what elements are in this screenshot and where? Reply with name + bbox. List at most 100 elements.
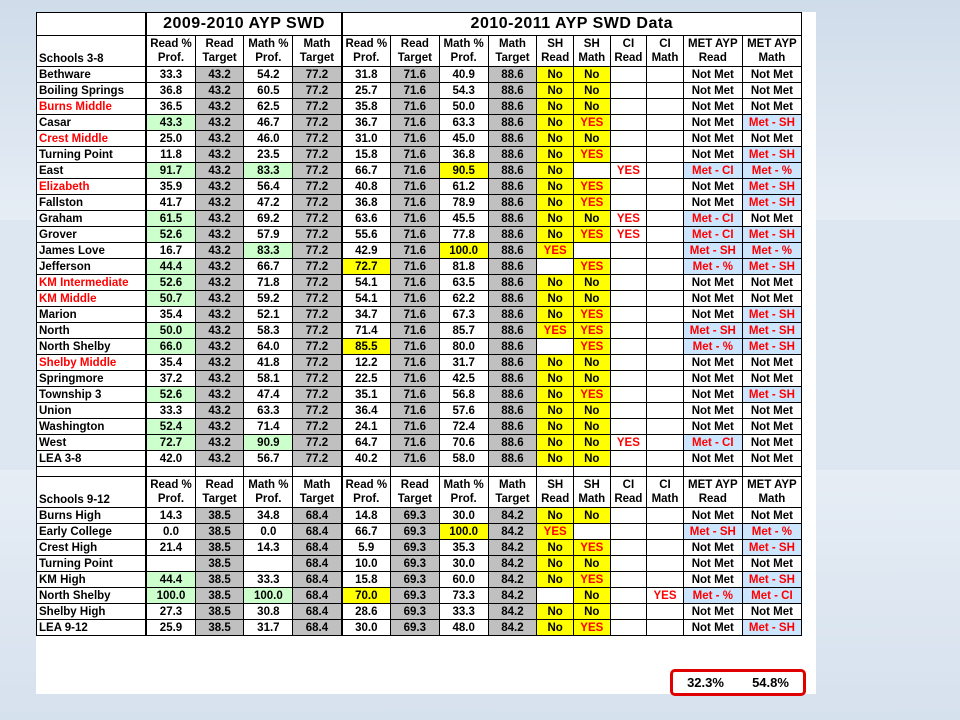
separator-cell: [536, 466, 574, 477]
read-prof-2010: 35.9: [145, 178, 196, 195]
header-row-3-8: Schools 3-8 Read % Prof. Read Target Math %…: [36, 35, 803, 67]
school-name: West: [36, 434, 147, 451]
ci-math: [646, 290, 684, 307]
met-ayp-read: Not Met: [682, 306, 743, 323]
met-ayp-math: Met - SH: [741, 571, 803, 588]
read-target-2011: 71.6: [389, 130, 440, 147]
read-target-2010: 38.5: [194, 555, 245, 572]
school-name: Burns High: [36, 507, 147, 524]
ci-read: [609, 571, 648, 588]
read-prof-2010: 41.7: [145, 194, 196, 211]
separator-cell: [682, 466, 743, 477]
read-target-2011: 71.6: [389, 306, 440, 323]
sh-math: No: [572, 555, 611, 572]
ci-math: [646, 226, 684, 243]
sh-math: No: [572, 354, 611, 371]
read-target-2011: 71.6: [389, 290, 440, 307]
column-header: MET AYP Read: [682, 35, 743, 67]
sh-read: No: [536, 402, 574, 419]
met-ayp-math: Met - SH: [741, 539, 803, 556]
math-target-2010: 77.2: [292, 66, 343, 83]
read-target-2010: 43.2: [194, 146, 245, 163]
sh-math: YES: [572, 178, 611, 195]
math-prof-2010: 54.2: [243, 66, 294, 83]
met-ayp-math: Met - SH: [741, 194, 803, 211]
math-target-2010: 77.2: [292, 338, 343, 355]
read-prof-2011: 55.6: [340, 226, 391, 243]
read-prof-2010: 37.2: [145, 370, 196, 387]
sh-read: No: [536, 114, 574, 131]
read-prof-2011: 70.0: [340, 587, 391, 604]
math-target-2010: 77.2: [292, 402, 343, 419]
read-prof-2011: 15.8: [340, 146, 391, 163]
met-ayp-math: Met - %: [741, 523, 803, 540]
read-prof-2010: 36.5: [145, 98, 196, 115]
sh-math: YES: [572, 539, 611, 556]
sh-read: No: [536, 178, 574, 195]
math-prof-2011: 73.3: [438, 587, 489, 604]
column-header: Read Target: [389, 476, 440, 508]
math-target-2011: 88.6: [487, 226, 538, 243]
math-target-2011: 88.6: [487, 274, 538, 291]
read-prof-2011: 22.5: [340, 370, 391, 387]
read-target-2011: 71.6: [389, 402, 440, 419]
read-target-2010: 43.2: [194, 162, 245, 179]
ci-read: [609, 386, 648, 403]
math-prof-2011: 35.3: [438, 539, 489, 556]
table-row: East 91.7 43.2 83.3 77.2 66.7 71.6 90.5 88.6 No YE…: [36, 162, 803, 179]
sh-read: No: [536, 571, 574, 588]
read-target-2010: 43.2: [194, 130, 245, 147]
column-header: Math % Prof.: [438, 476, 489, 508]
read-prof-2011: 36.7: [340, 114, 391, 131]
column-header: MET AYP Math: [741, 35, 803, 67]
ci-math: [646, 194, 684, 211]
school-name: Bethware: [36, 66, 147, 83]
met-ayp-read: Not Met: [682, 539, 743, 556]
read-target-2010: 43.2: [194, 274, 245, 291]
separator-cell: [340, 466, 391, 477]
read-target-2011: 71.6: [389, 450, 440, 467]
school-name: North: [36, 322, 147, 339]
ci-math: [646, 306, 684, 323]
table-row: North Shelby 66.0 43.2 64.0 77.2 85.5 71.6 80.0…: [36, 338, 803, 355]
math-prof-2010: 69.2: [243, 210, 294, 227]
ci-read: [609, 418, 648, 435]
read-prof-2010: 50.0: [145, 322, 196, 339]
ci-read: [609, 306, 648, 323]
met-ayp-read: Not Met: [682, 82, 743, 99]
school-name: Crest High: [36, 539, 147, 556]
separator-cell: [609, 466, 648, 477]
met-ayp-read: Not Met: [682, 370, 743, 387]
table-row: Casar 43.3 43.2 46.7 77.2 36.7 71.6 63.3 88.6 No Y…: [36, 114, 803, 131]
met-ayp-math: Met - SH: [741, 178, 803, 195]
column-header: CI Math: [646, 35, 684, 67]
math-prof-2011: 60.0: [438, 571, 489, 588]
ci-read: [609, 338, 648, 355]
read-target-2011: 71.6: [389, 98, 440, 115]
met-ayp-read: Not Met: [682, 619, 743, 636]
met-ayp-read: Met - SH: [682, 322, 743, 339]
sh-math: No: [572, 274, 611, 291]
math-prof-2011: 72.4: [438, 418, 489, 435]
math-prof-2011: 57.6: [438, 402, 489, 419]
sh-math: [572, 523, 611, 540]
math-prof-2011: 54.3: [438, 82, 489, 99]
met-ayp-read: Met - CI: [682, 434, 743, 451]
read-target-2011: 71.6: [389, 178, 440, 195]
column-header: Read % Prof.: [145, 476, 196, 508]
read-prof-2010: 66.0: [145, 338, 196, 355]
table-row: North 50.0 43.2 58.3 77.2 71.4 71.6 85.7 88.6 YES…: [36, 322, 803, 339]
column-header: MET AYP Math: [741, 476, 803, 508]
separator-cell: [194, 466, 245, 477]
sh-math: [572, 162, 611, 179]
ci-math: [646, 603, 684, 620]
column-header: Math Target: [487, 35, 538, 67]
math-prof-2010: 0.0: [243, 523, 294, 540]
math-target-2011: 84.2: [487, 603, 538, 620]
school-name: KM High: [36, 571, 147, 588]
read-prof-2010: 14.3: [145, 507, 196, 524]
ci-read: [609, 258, 648, 275]
math-target-2010: 68.4: [292, 507, 343, 524]
math-prof-2010: 64.0: [243, 338, 294, 355]
read-target-2010: 43.2: [194, 242, 245, 259]
